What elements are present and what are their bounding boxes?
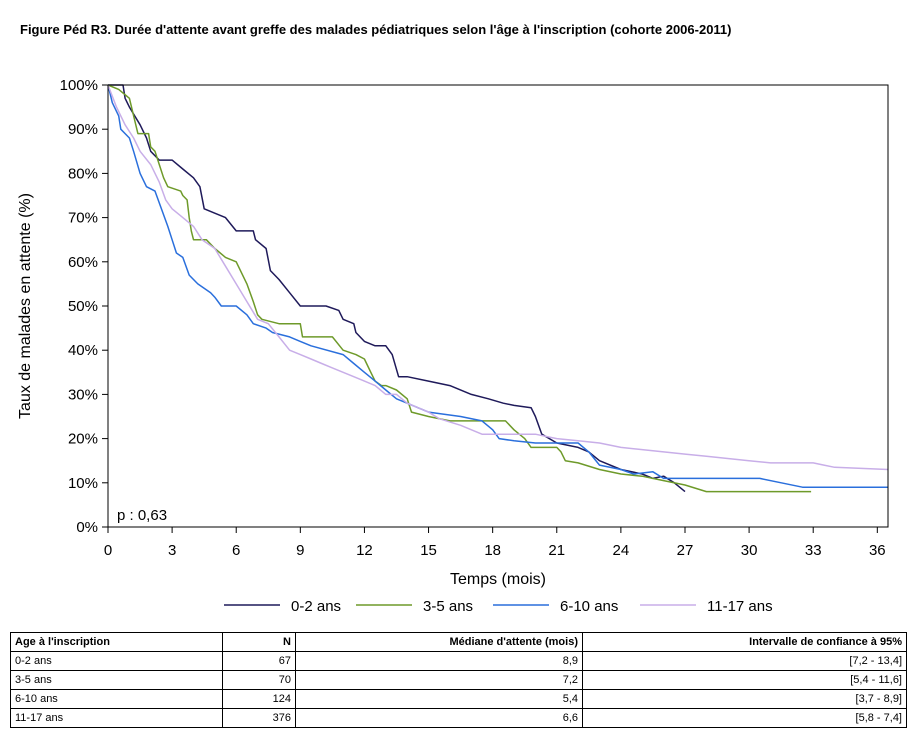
table-row: 6-10 ans 124 5,4 [3,7 - 8,9] bbox=[10, 689, 907, 709]
y-tick-label: 20% bbox=[68, 431, 98, 448]
cell-age: 0-2 ans bbox=[10, 651, 223, 671]
cell-age: 6-10 ans bbox=[10, 689, 223, 709]
chart: 0%10%20%30%40%50%60%70%80%90%100%0 3 6 9 12 1… bbox=[17, 77, 889, 615]
legend-entry: 3-5 ans bbox=[356, 598, 473, 615]
cell-median: 5,4 bbox=[295, 689, 583, 709]
x-tick-label: 3 bbox=[168, 542, 176, 559]
cell-ci: [5,8 - 7,4] bbox=[582, 708, 907, 728]
series-line-3-5-ans bbox=[107, 84, 812, 493]
x-tick-label: 6 bbox=[232, 542, 240, 559]
x-tick-label: 12 bbox=[356, 542, 373, 559]
figure-title: Figure Péd R3. Durée d'attente avant gre… bbox=[20, 22, 732, 37]
summary-table: Age à l'inscription N Médiane d'attente … bbox=[10, 632, 907, 728]
y-tick-label: 50% bbox=[68, 298, 98, 315]
y-tick-label: 40% bbox=[68, 342, 98, 359]
cell-n: 376 bbox=[222, 708, 296, 728]
table-row: 0-2 ans 67 8,9 [7,2 - 13,4] bbox=[10, 651, 907, 671]
y-tick-label: 80% bbox=[68, 165, 98, 182]
y-axis-label: Taux de malades en attente (%) bbox=[17, 193, 34, 419]
x-tick-label: 24 bbox=[613, 542, 630, 559]
cell-age: 3-5 ans bbox=[10, 670, 223, 690]
cell-ci: [5,4 - 11,6] bbox=[582, 670, 907, 690]
table-row: 11-17 ans 376 6,6 [5,8 - 7,4] bbox=[10, 708, 907, 728]
series-line-0-2-ans bbox=[108, 84, 686, 493]
legend-label: 3-5 ans bbox=[423, 598, 473, 615]
legend-entry: 6-10 ans bbox=[493, 598, 618, 615]
cell-n: 70 bbox=[222, 670, 296, 690]
header-median: Médiane d'attente (mois) bbox=[295, 632, 583, 652]
x-tick-label: 36 bbox=[869, 542, 886, 559]
cell-median: 7,2 bbox=[295, 670, 583, 690]
x-tick-label: 0 bbox=[104, 542, 112, 559]
x-tick-label: 18 bbox=[484, 542, 501, 559]
legend-entry: 11-17 ans bbox=[640, 598, 773, 615]
header-n: N bbox=[222, 632, 296, 652]
y-tick-label: 10% bbox=[68, 475, 98, 492]
header-age: Age à l'inscription bbox=[10, 632, 223, 652]
legend-entry: 0-2 ans bbox=[224, 598, 341, 615]
cell-ci: [3,7 - 8,9] bbox=[582, 689, 907, 709]
x-tick-label: 15 bbox=[420, 542, 437, 559]
y-tick-label: 90% bbox=[68, 121, 98, 138]
x-tick-label: 33 bbox=[805, 542, 822, 559]
y-tick-label: 0% bbox=[76, 519, 98, 536]
y-tick-label: 70% bbox=[68, 210, 98, 227]
y-tick-label: 100% bbox=[60, 77, 98, 94]
legend: 0-2 ans 3-5 ans 6-10 ans 11-17 ans bbox=[224, 598, 773, 615]
legend-label: 0-2 ans bbox=[291, 598, 341, 615]
series-line-11-17-ans bbox=[107, 84, 889, 471]
cell-age: 11-17 ans bbox=[10, 708, 223, 728]
cell-n: 67 bbox=[222, 651, 296, 671]
y-tick-label: 30% bbox=[68, 386, 98, 403]
cell-ci: [7,2 - 13,4] bbox=[582, 651, 907, 671]
header-ci: Intervalle de confiance à 95% bbox=[582, 632, 907, 652]
x-tick-label: 21 bbox=[548, 542, 565, 559]
legend-label: 11-17 ans bbox=[707, 598, 773, 615]
cell-median: 8,9 bbox=[295, 651, 583, 671]
x-axis-label: Temps (mois) bbox=[450, 571, 546, 588]
x-tick-label: 27 bbox=[677, 542, 694, 559]
y-tick-label: 60% bbox=[68, 254, 98, 271]
x-tick-label: 30 bbox=[741, 542, 758, 559]
table-row: 3-5 ans 70 7,2 [5,4 - 11,6] bbox=[10, 670, 907, 690]
p-value-annotation: p : 0,63 bbox=[117, 507, 167, 524]
cell-median: 6,6 bbox=[295, 708, 583, 728]
cell-n: 124 bbox=[222, 689, 296, 709]
table-header-row: Age à l'inscription N Médiane d'attente … bbox=[10, 632, 907, 652]
legend-label: 6-10 ans bbox=[560, 598, 618, 615]
series-line-6-10-ans bbox=[107, 84, 888, 488]
x-tick-label: 9 bbox=[296, 542, 304, 559]
